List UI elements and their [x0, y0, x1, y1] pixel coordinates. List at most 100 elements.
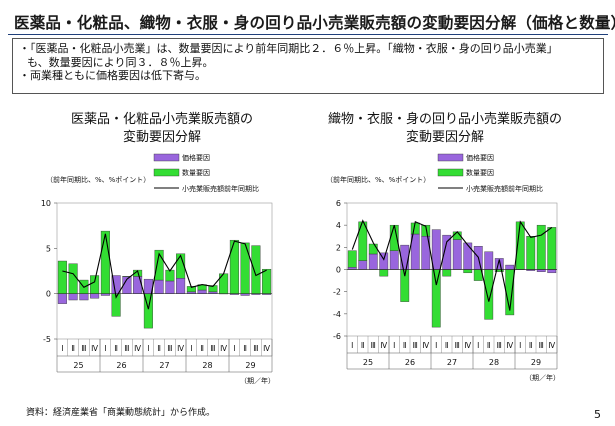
right-quarter-label: Ⅲ	[371, 341, 376, 350]
left-quarter-label: Ⅳ	[134, 344, 141, 353]
right-quarter-label: Ⅰ	[435, 341, 437, 350]
left-bar-quantity	[154, 249, 164, 281]
right-y-tick-label: -4	[333, 310, 341, 319]
right-bar-price	[463, 242, 473, 270]
right-bar-price	[358, 260, 368, 270]
right-panel-title-line-1: 織物・衣服・身の回り品小売業販売額の	[327, 112, 562, 127]
summary-line-2: も、数量要因により同３．８％上昇。	[27, 55, 214, 69]
right-year-label: 29	[531, 358, 541, 367]
left-y-tick-label: 10	[41, 199, 51, 208]
right-bar-price	[484, 251, 494, 270]
left-panel-title: 医薬品・化粧品小売業販売額の 変動要因分解	[22, 111, 302, 147]
right-quarter-label: Ⅱ	[361, 341, 365, 350]
left-y-tick-label: 0	[46, 290, 51, 299]
right-panel-title-line-2: 変動要因分解	[405, 130, 484, 145]
right-quarter-label: Ⅲ	[413, 341, 418, 350]
right-bar-price	[547, 269, 557, 274]
left-quarter-label: Ⅱ	[243, 344, 247, 353]
right-line-total-yoy	[351, 219, 553, 311]
left-quarter-label: Ⅲ	[81, 344, 86, 353]
right-bar-quantity	[421, 224, 431, 237]
right-bar-price	[368, 253, 378, 270]
left-bar-quantity	[208, 285, 218, 293]
left-legend-price-label: 価格要因	[182, 153, 210, 162]
left-quarter-label: Ⅱ	[200, 344, 204, 353]
left-quarter-label: Ⅰ	[233, 344, 235, 353]
left-year-label: 28	[202, 361, 212, 370]
right-quarter-label: Ⅳ	[380, 341, 387, 350]
right-quarter-label: Ⅱ	[445, 341, 449, 350]
left-year-label: 29	[245, 361, 255, 370]
right-bar-quantity	[463, 269, 473, 274]
left-quarter-label: Ⅲ	[124, 344, 129, 353]
left-period-label: （期／年）	[240, 376, 275, 385]
right-bar-price	[389, 250, 399, 270]
right-bar-quantity	[526, 236, 536, 270]
right-bar-quantity	[547, 227, 557, 270]
left-y-tick-label: -5	[43, 335, 51, 344]
right-panel-title: 織物・衣服・身の回り品小売業販売額の 変動要因分解	[305, 111, 585, 147]
right-quarter-label: Ⅱ	[403, 341, 407, 350]
left-y-tick-label: 5	[46, 244, 51, 253]
summary-box: ・「医薬品・化粧品小売業」は、数量要因により前年同期比２．６％上昇。「織物・衣服…	[12, 38, 604, 94]
right-quarter-label: Ⅳ	[464, 341, 471, 350]
right-quarter-label: Ⅳ	[422, 341, 429, 350]
left-bar-quantity	[133, 269, 143, 277]
right-quarter-label: Ⅰ	[393, 341, 395, 350]
left-quarter-label: Ⅲ	[253, 344, 258, 353]
right-y-tick-label: 0	[336, 266, 341, 275]
right-year-label: 26	[405, 358, 415, 367]
left-quarter-label: Ⅰ	[190, 344, 192, 353]
left-quarter-label: Ⅳ	[177, 344, 184, 353]
left-quarter-label: Ⅱ	[157, 344, 161, 353]
summary-line-1: ・「医薬品・化粧品小売業」は、数量要因により前年同期比２．６％上昇。「織物・衣服…	[19, 42, 558, 55]
right-legend-line-label: 小売業販売額前年同期比	[466, 184, 543, 193]
right-bar-quantity	[484, 269, 494, 320]
right-quarter-label: Ⅳ	[506, 341, 513, 350]
left-legend-line-label: 小売業販売額前年同期比	[182, 184, 259, 193]
right-year-label: 27	[447, 358, 457, 367]
title-underline	[8, 34, 608, 35]
right-quarter-label: Ⅱ	[529, 341, 533, 350]
left-panel-title-line-1: 医薬品・化粧品小売業販売額の	[70, 112, 253, 127]
left-quarter-label: Ⅱ	[71, 344, 75, 353]
right-bar-quantity	[368, 243, 378, 255]
right-quarter-label: Ⅲ	[539, 341, 544, 350]
right-y-tick-label: -6	[333, 332, 341, 341]
right-legend-price-label: 価格要因	[466, 153, 494, 162]
right-quarter-label: Ⅱ	[487, 341, 491, 350]
right-bar-price	[505, 264, 515, 270]
right-y-tick-label: 2	[336, 243, 341, 252]
left-year-label: 27	[159, 361, 169, 370]
right-year-label: 25	[363, 358, 373, 367]
left-year-label: 25	[73, 361, 83, 370]
right-quarter-label: Ⅰ	[351, 341, 353, 350]
right-y-tick-label: 6	[336, 199, 341, 208]
right-bar-quantity	[442, 269, 452, 277]
left-legend-price-swatch	[153, 153, 180, 162]
right-legend-quantity-swatch	[437, 168, 464, 177]
left-quarter-label: Ⅰ	[61, 344, 63, 353]
right-year-label: 28	[489, 358, 499, 367]
right-bar-price	[452, 239, 462, 270]
left-quarter-label: Ⅱ	[114, 344, 118, 353]
left-quarter-label: Ⅳ	[263, 344, 270, 353]
left-panel-title-line-2: 変動要因分解	[122, 130, 201, 145]
page-number: 5	[594, 408, 601, 421]
left-unit-label: （前年同期比、%、%ポイント）	[46, 175, 150, 184]
right-quarter-label: Ⅰ	[519, 341, 521, 350]
right-bar-price	[431, 229, 441, 270]
left-quarter-label: Ⅳ	[220, 344, 227, 353]
left-legend-quantity-label: 数量要因	[182, 168, 210, 177]
right-quarter-label: Ⅰ	[477, 341, 479, 350]
right-bar-quantity	[379, 269, 389, 277]
left-quarter-label: Ⅲ	[210, 344, 215, 353]
source-note: 資料：経済産業省「商業動態統計」から作成。	[26, 408, 216, 418]
right-legend-quantity-label: 数量要因	[466, 168, 494, 177]
right-bar-quantity	[536, 224, 546, 270]
right-period-label: （期／年）	[525, 373, 560, 382]
right-bar-quantity	[347, 250, 357, 268]
right-unit-label: （前年同期比、%、%ポイント）	[326, 175, 430, 184]
summary-line-3: ・両業種ともに価格要因は低下寄与。	[19, 69, 206, 82]
